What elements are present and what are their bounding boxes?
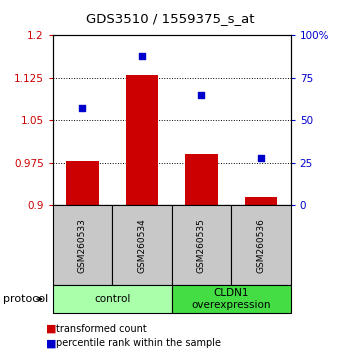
Text: GSM260533: GSM260533 [78,218,87,273]
Text: transformed count: transformed count [56,324,147,333]
Text: GDS3510 / 1559375_s_at: GDS3510 / 1559375_s_at [86,12,254,25]
Bar [66,161,99,205]
Point [199,92,204,98]
Text: ■: ■ [46,324,56,333]
Text: control: control [94,294,130,304]
Text: GSM260536: GSM260536 [256,218,266,273]
Text: CLDN1
overexpression: CLDN1 overexpression [191,288,271,310]
Text: percentile rank within the sample: percentile rank within the sample [56,338,221,348]
Point [139,53,145,59]
Bar [125,75,158,205]
Text: GSM260535: GSM260535 [197,218,206,273]
Point [258,155,264,161]
Bar [185,154,218,205]
Text: GSM260534: GSM260534 [137,218,147,273]
Bar [244,197,277,205]
Text: ■: ■ [46,338,56,348]
Text: protocol: protocol [3,294,49,304]
Point [80,105,85,111]
